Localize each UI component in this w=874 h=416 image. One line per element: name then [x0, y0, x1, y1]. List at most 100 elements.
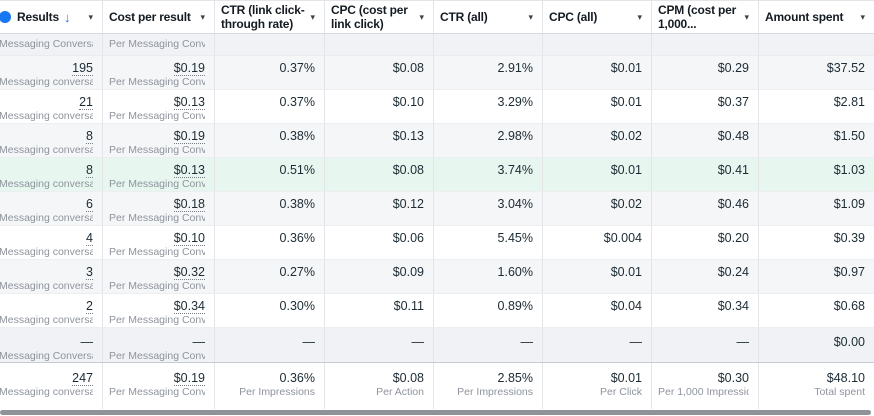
results-value[interactable]: 2	[86, 299, 93, 314]
column-header-cost-per-result[interactable]: Cost per result ▾	[103, 1, 215, 33]
cell-ctr-all: 2.91%	[434, 56, 543, 89]
cost-value[interactable]: $0.19	[173, 61, 205, 76]
table-row[interactable]: 21 Messaging conversati... $0.13 Per Mes…	[0, 90, 874, 124]
column-label: CPC (cost per link click)	[331, 3, 408, 31]
cell-cost-per-result: $0.13 Per Messaging Conve...	[103, 158, 215, 191]
chevron-down-icon[interactable]: ▾	[860, 11, 865, 22]
cell-cpc-all: $0.01	[543, 158, 652, 191]
cell-cost-per-result: — Per Messaging Conver...	[103, 328, 215, 362]
totals-cpm: $0.30 Per 1,000 Impressions	[652, 363, 759, 410]
cost-value[interactable]: $0.18	[173, 197, 205, 212]
cost-value[interactable]: $0.34	[173, 299, 205, 314]
totals-cpc-all: $0.01 Per Click	[543, 363, 652, 410]
results-value[interactable]: 21	[79, 95, 93, 110]
cell-cpc-all: $0.02	[543, 124, 652, 157]
cell-amount-spent: $0.00	[833, 335, 865, 349]
chevron-down-icon[interactable]: ▾	[744, 11, 749, 22]
results-value[interactable]: 3	[86, 265, 93, 280]
chevron-down-icon[interactable]: ▾	[88, 11, 93, 22]
chevron-down-icon[interactable]: ▾	[528, 11, 533, 22]
chevron-down-icon[interactable]: ▾	[200, 11, 205, 22]
cell-results: 8 Messaging conversati...	[0, 124, 103, 157]
results-subtitle: Messaging conversati...	[0, 212, 93, 224]
results-total[interactable]: 247	[72, 371, 93, 386]
cost-value[interactable]: $0.13	[173, 95, 205, 110]
cost-subtitle: Per Messaging Conve...	[109, 280, 205, 292]
cell-cpm: $0.34	[652, 294, 759, 327]
cell-ctr-link: —	[215, 328, 325, 362]
column-label: Results	[17, 10, 59, 24]
table-row[interactable]: 3 Messaging conversati... $0.32 Per Mess…	[0, 260, 874, 294]
results-subtitle: Messaging conversati...	[0, 144, 93, 156]
column-header-cpm[interactable]: CPM (cost per 1,000... ▾	[652, 1, 759, 33]
cell-cpc-all: $0.01	[543, 260, 652, 293]
cost-value[interactable]: $0.19	[173, 129, 205, 144]
horizontal-scrollbar-track	[0, 409, 874, 416]
chevron-down-icon[interactable]: ▾	[310, 11, 315, 22]
cell-ctr-all: 0.89%	[434, 294, 543, 327]
cell-amount-spent: $2.81	[833, 95, 865, 109]
cell-cpc-link: $0.13	[325, 124, 434, 157]
column-header-cpc-all[interactable]: CPC (all) ▾	[543, 1, 652, 33]
cell-ctr-link: 0.38%	[215, 192, 325, 225]
cost-value[interactable]: $0.10	[173, 231, 205, 246]
sort-desc-icon[interactable]: ↓	[63, 9, 71, 25]
cell-cpc-link: —	[325, 328, 434, 362]
results-value[interactable]: 8	[86, 129, 93, 144]
chevron-down-icon[interactable]: ▾	[419, 11, 424, 22]
cell-ctr-link: 0.37%	[215, 90, 325, 123]
totals-row: 247 Messaging conversati... $0.19 Per Me…	[0, 363, 874, 410]
totals-ctr-link: 0.36% Per Impressions	[215, 363, 325, 410]
column-header-ctr-link[interactable]: CTR (link click-through rate) ▾	[215, 1, 325, 33]
table-row[interactable]: 4 Messaging conversati... $0.10 Per Mess…	[0, 226, 874, 260]
chevron-down-icon[interactable]: ▾	[637, 11, 642, 22]
column-header-results[interactable]: Results ↓ ▾	[0, 1, 103, 33]
cell-cpc-link: $0.08	[325, 56, 434, 89]
cell-results: 195 Messaging conversati...	[0, 56, 103, 89]
column-header-amount-spent[interactable]: Amount spent ▾	[759, 1, 874, 33]
cost-subtitle: Per Messaging Conve...	[109, 144, 205, 156]
cost-subtitle: Per Messaging Conve...	[109, 178, 205, 190]
totals-cpc-link: $0.08 Per Action	[325, 363, 434, 410]
cost-subtitle: Per Messaging Conve...	[109, 212, 205, 224]
cell-ctr-link: 0.37%	[215, 56, 325, 89]
cell-ctr-link: 0.51%	[215, 158, 325, 191]
cell-cost-per-result: $0.10 Per Messaging Conve...	[103, 226, 215, 259]
cell-cpm: $0.20	[652, 226, 759, 259]
results-value[interactable]: 8	[86, 163, 93, 178]
cell-cpc-link: $0.12	[325, 192, 434, 225]
cell-ctr-all: 3.29%	[434, 90, 543, 123]
column-label: CPC (all)	[549, 10, 598, 24]
results-value[interactable]: 4	[86, 231, 93, 246]
cost-value[interactable]: $0.32	[173, 265, 205, 280]
cost-value[interactable]: $0.13	[173, 163, 205, 178]
cell-amount-spent: $0.68	[833, 299, 865, 313]
cell-cpc-all: —	[543, 328, 652, 362]
results-value[interactable]: 6	[86, 197, 93, 212]
totals-results: 247 Messaging conversati...	[0, 363, 103, 410]
cell-ctr-all: 1.60%	[434, 260, 543, 293]
cell-cpc-all: $0.004	[543, 226, 652, 259]
cell-cost-per-result: $0.19 Per Messaging Conve...	[103, 124, 215, 157]
table-row[interactable]: 195 Messaging conversati... $0.19 Per Me…	[0, 56, 874, 90]
cell-cpm: $0.46	[652, 192, 759, 225]
cost-total[interactable]: $0.19	[173, 371, 205, 386]
table-body: 195 Messaging conversati... $0.19 Per Me…	[0, 56, 874, 328]
table-row[interactable]: 2 Messaging conversati... $0.34 Per Mess…	[0, 294, 874, 328]
cell-cpc-link: $0.06	[325, 226, 434, 259]
cell-amount-spent: $0.97	[833, 265, 865, 279]
results-subtitle: Messaging conversati...	[0, 246, 93, 258]
table-row[interactable]: 6 Messaging conversati... $0.18 Per Mess…	[0, 192, 874, 226]
column-header-ctr-all[interactable]: CTR (all) ▾	[434, 1, 543, 33]
column-header-cpc-link[interactable]: CPC (cost per link click) ▾	[325, 1, 434, 33]
horizontal-scrollbar-thumb[interactable]	[0, 410, 871, 415]
results-value[interactable]: 195	[72, 61, 93, 76]
table-row[interactable]: 8 Messaging conversati... $0.19 Per Mess…	[0, 124, 874, 158]
cell-cpm: $0.48	[652, 124, 759, 157]
cell-results: 4 Messaging conversati...	[0, 226, 103, 259]
cell-results: 2 Messaging conversati...	[0, 294, 103, 327]
cell-cpc-all: $0.04	[543, 294, 652, 327]
table-row[interactable]: 8 Messaging conversati... $0.13 Per Mess…	[0, 158, 874, 192]
table-row-empty[interactable]: — Messaging Conversati... — Per Messagin…	[0, 328, 874, 363]
